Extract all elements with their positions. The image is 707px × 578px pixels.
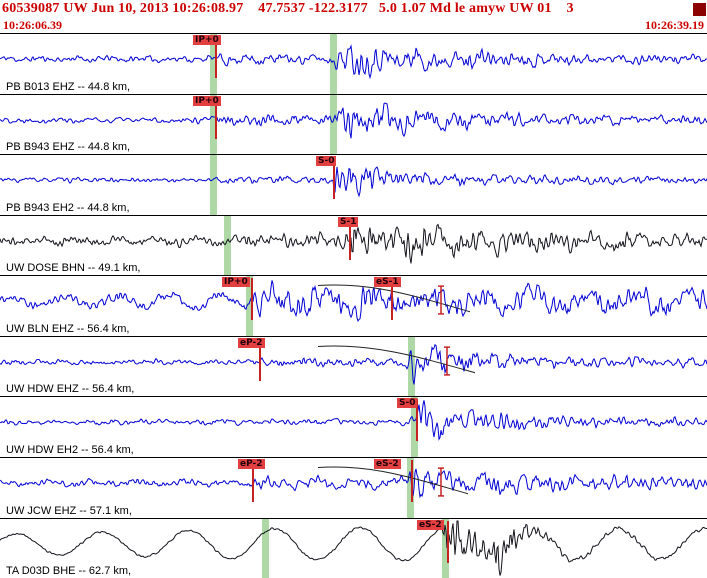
channel-label: TA D03D BHE -- 62.7 km, (6, 565, 132, 578)
trace-panel: UW DOSE BHN -- 49.1 km, S-1 (0, 214, 707, 276)
waveform-trace[interactable] (0, 337, 707, 397)
waveform-trace[interactable] (0, 155, 707, 215)
pick-label[interactable]: eS-1 (374, 277, 401, 288)
phase-window-band (210, 94, 217, 155)
channel-label: UW JCW EHZ -- 57.1 km, (6, 504, 132, 517)
corner-box (693, 2, 706, 16)
waveform-trace[interactable] (0, 519, 707, 578)
pick-label[interactable]: IP+0 (222, 277, 250, 288)
traveltime-curve (317, 284, 471, 313)
traveltime-curve (317, 345, 476, 374)
phase-window-band (262, 518, 269, 578)
pick-time-line[interactable] (349, 217, 351, 260)
pick-time-line[interactable] (259, 338, 261, 381)
window-end-time: 10:26:39.19 (645, 18, 704, 32)
waveform-trace[interactable] (0, 216, 707, 276)
waveform-trace[interactable] (0, 276, 707, 336)
channel-label: PB B943 EH2 -- 44.8 km, (6, 201, 130, 214)
channel-label: UW HDW EH2 -- 56.4 km, (6, 443, 134, 456)
pick-time-line[interactable] (251, 278, 253, 321)
trace-panel: UW JCW EHZ -- 57.1 km, eP-2 eS-2 (0, 456, 707, 518)
header-bar: 60539087 UW Jun 10, 2013 10:26:08.97 47.… (0, 0, 707, 18)
phase-window-band (210, 34, 217, 94)
phase-window-band (330, 94, 337, 155)
pick-time-line[interactable] (416, 399, 418, 442)
pick-time-line[interactable] (252, 459, 254, 502)
window-start-time: 10:26:06.39 (3, 18, 62, 32)
channel-label: UW BLN EHZ -- 56.4 km, (6, 322, 130, 335)
pick-label[interactable]: S-0 (316, 156, 337, 167)
amplitude-marker[interactable] (438, 467, 444, 497)
pick-time-line[interactable] (215, 36, 217, 78)
event-summary: 60539087 UW Jun 10, 2013 10:26:08.97 47.… (2, 1, 574, 16)
pick-label[interactable]: IP+0 (193, 95, 221, 106)
waveform-trace[interactable] (0, 34, 707, 94)
amplitude-marker[interactable] (438, 285, 444, 315)
pick-label[interactable]: S-0 (397, 398, 418, 409)
trace-panel: UW HDW EH2 -- 56.4 km, S-0 (0, 396, 707, 457)
phase-window-band (411, 397, 418, 457)
channel-label: PB B943 EHZ -- 44.8 km, (6, 141, 131, 154)
pick-label[interactable]: IP+0 (193, 35, 221, 45)
phase-window-band (246, 276, 253, 336)
phase-window-band (330, 34, 337, 94)
pick-label[interactable]: eS-2 (374, 458, 401, 469)
pick-label[interactable]: eP-2 (238, 458, 265, 469)
channel-label: PB B013 EHZ -- 44.8 km, (6, 80, 131, 93)
phase-window-band (408, 336, 415, 397)
channel-label: UW HDW EHZ -- 56.4 km, (6, 383, 135, 396)
trace-panel: UW HDW EHZ -- 56.4 km, eP-2 (0, 335, 707, 397)
waveform-trace[interactable] (0, 95, 707, 155)
trace-panel: PB B943 EHZ -- 44.8 km, IP+0 (0, 93, 707, 155)
waveform-trace[interactable] (0, 458, 707, 518)
phase-window-band (442, 518, 449, 578)
pick-label[interactable]: eP-2 (238, 337, 265, 348)
waveform-trace[interactable] (0, 397, 707, 457)
pick-label[interactable]: S-1 (338, 216, 359, 227)
channel-label: UW DOSE BHN -- 49.1 km, (6, 262, 141, 275)
phase-window-band (407, 457, 414, 518)
amplitude-marker[interactable] (444, 346, 450, 376)
trace-area: PB B013 EHZ -- 44.8 km, IP+0 PB B943 EHZ… (0, 33, 707, 578)
pick-time-line[interactable] (333, 157, 335, 200)
trace-panel: PB B013 EHZ -- 44.8 km, IP+0 (0, 33, 707, 94)
traveltime-curve (317, 466, 469, 495)
pick-time-line[interactable] (447, 520, 449, 563)
pick-time-line[interactable] (391, 278, 393, 321)
trace-panel: UW BLN EHZ -- 56.4 km, IP+0 eS-1 (0, 275, 707, 336)
pick-time-line[interactable] (215, 96, 217, 139)
pick-label[interactable]: eS-2 (417, 519, 444, 530)
pick-time-line[interactable] (411, 459, 413, 502)
time-bar: 10:26:06.39 10:26:39.19 (0, 18, 707, 33)
trace-panel: TA D03D BHE -- 62.7 km, eS-2 (0, 517, 707, 578)
phase-window-band (210, 155, 217, 215)
trace-panel: PB B943 EH2 -- 44.8 km, S-0 (0, 154, 707, 215)
phase-window-band (224, 215, 231, 276)
